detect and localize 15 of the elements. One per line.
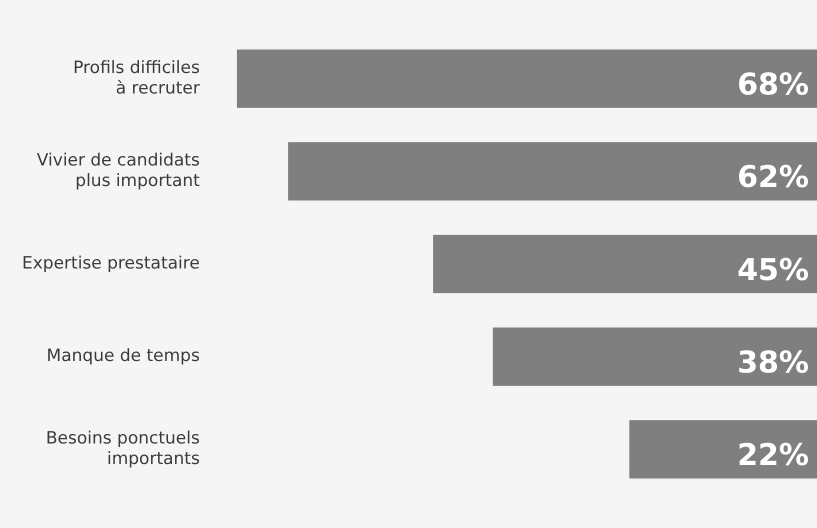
bar xyxy=(433,234,817,294)
bar xyxy=(236,50,817,108)
y-tick-label: Besoins ponctuels importants xyxy=(46,428,200,469)
data-label: 62% xyxy=(737,160,809,196)
y-tick-label: Manque de temps xyxy=(46,346,200,366)
data-label: 45% xyxy=(737,252,809,288)
data-label: 22% xyxy=(737,438,809,474)
y-tick-label: Profils difficiles à recruter xyxy=(73,58,200,98)
data-label: 68% xyxy=(737,68,809,103)
bar xyxy=(492,327,817,386)
y-tick-label: Vivier de candidats plus important xyxy=(36,150,200,191)
data-label: 38% xyxy=(737,345,809,380)
bar xyxy=(288,142,817,201)
bar xyxy=(629,420,817,478)
y-tick-label: Expertise prestataire xyxy=(22,253,200,274)
